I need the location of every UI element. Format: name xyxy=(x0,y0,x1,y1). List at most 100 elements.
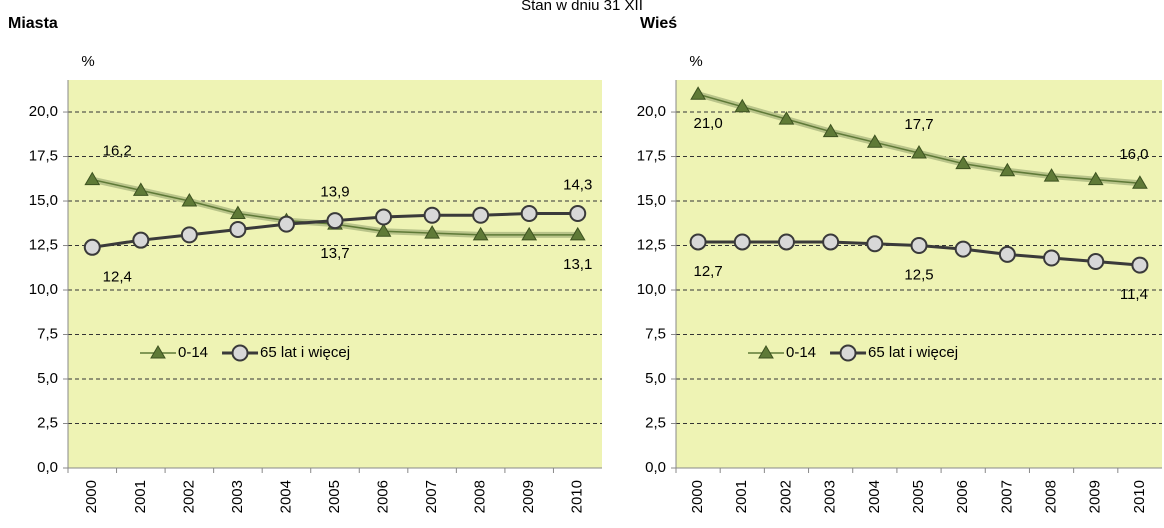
data-label: 16,2 xyxy=(103,143,132,160)
page-title: Stan w dniu 31 XII xyxy=(521,0,643,14)
legend-marker xyxy=(839,344,857,362)
data-point xyxy=(83,238,101,256)
x-tick-label: 2005 xyxy=(326,480,343,513)
y-tick-label: 17,5 xyxy=(637,148,666,165)
data-point xyxy=(132,182,149,196)
legend-label: 65 lat i więcej xyxy=(260,344,350,361)
legend-label: 0-14 xyxy=(786,344,816,361)
legend-marker xyxy=(231,344,249,362)
data-point xyxy=(229,221,247,239)
data-label: 12,4 xyxy=(103,268,132,285)
y-tick-label: 17,5 xyxy=(29,148,58,165)
x-tick-label: 2005 xyxy=(910,480,927,513)
data-point xyxy=(375,208,393,226)
y-tick-label: 20,0 xyxy=(29,103,58,120)
y-tick-label: 0,0 xyxy=(645,459,666,476)
data-point xyxy=(521,226,538,241)
data-point xyxy=(472,226,489,241)
data-point xyxy=(733,233,751,251)
x-tick-label: 2001 xyxy=(733,480,750,513)
chart-title: Miasta xyxy=(8,15,58,32)
data-label: 16,0 xyxy=(1119,146,1148,163)
data-point xyxy=(866,235,884,253)
x-tick-label: 2003 xyxy=(822,480,839,513)
y-tick-label: 2,5 xyxy=(37,414,58,431)
x-tick-label: 2006 xyxy=(954,480,971,513)
y-tick-label: 10,0 xyxy=(29,281,58,298)
x-tick-label: 2006 xyxy=(375,480,392,513)
y-tick-label: 7,5 xyxy=(37,325,58,342)
legend-marker xyxy=(758,345,774,359)
data-point xyxy=(999,162,1016,177)
y-tick-label: 7,5 xyxy=(645,325,666,342)
data-label: 13,1 xyxy=(563,256,592,273)
data-point xyxy=(911,144,927,159)
data-point xyxy=(326,212,344,230)
data-point xyxy=(277,215,295,233)
data-point xyxy=(1131,256,1149,274)
x-tick-label: 2000 xyxy=(83,480,100,513)
data-point xyxy=(230,205,246,219)
data-point xyxy=(424,225,440,239)
legend-label: 65 lat i więcej xyxy=(868,344,958,361)
data-point xyxy=(866,134,883,148)
data-point xyxy=(520,204,538,222)
data-label: 14,3 xyxy=(563,176,592,193)
x-tick-label: 2007 xyxy=(998,480,1015,513)
y-tick-label: 12,5 xyxy=(637,236,666,253)
y-axis-label: % xyxy=(81,53,94,70)
x-tick-label: 2002 xyxy=(180,480,197,513)
data-point xyxy=(472,206,490,224)
data-point xyxy=(954,240,972,258)
y-tick-label: 15,0 xyxy=(29,192,58,209)
data-point xyxy=(569,226,586,241)
data-point xyxy=(1087,253,1105,271)
y-tick-label: 20,0 xyxy=(637,103,666,120)
chart-title: Wieś xyxy=(640,15,677,32)
x-tick-label: 2002 xyxy=(777,480,794,513)
data-point xyxy=(423,206,441,224)
x-tick-label: 2001 xyxy=(132,480,149,513)
y-tick-label: 5,0 xyxy=(645,370,666,387)
data-point xyxy=(132,231,150,249)
data-point xyxy=(569,204,587,222)
data-point xyxy=(84,171,101,186)
data-point xyxy=(1043,249,1061,267)
data-point xyxy=(181,193,198,207)
y-tick-label: 2,5 xyxy=(645,414,666,431)
data-point xyxy=(822,233,840,251)
x-tick-label: 2008 xyxy=(472,480,489,513)
data-label: 13,9 xyxy=(320,184,349,201)
data-point xyxy=(734,98,751,113)
y-tick-label: 15,0 xyxy=(637,192,666,209)
data-point xyxy=(375,223,392,237)
data-point xyxy=(955,155,972,170)
data-label: 21,0 xyxy=(693,115,722,132)
data-point xyxy=(1087,171,1104,186)
data-point xyxy=(778,111,795,125)
legend-marker xyxy=(150,345,166,359)
x-tick-label: 2008 xyxy=(1043,480,1060,513)
data-label: 11,4 xyxy=(1120,286,1148,303)
data-point xyxy=(180,226,198,244)
x-tick-label: 2004 xyxy=(277,480,294,513)
data-point xyxy=(1132,175,1148,189)
y-tick-label: 12,5 xyxy=(29,236,58,253)
x-tick-label: 2000 xyxy=(689,480,706,513)
data-label: 12,7 xyxy=(693,263,722,280)
y-tick-label: 10,0 xyxy=(637,281,666,298)
data-point xyxy=(998,245,1016,263)
data-label: 17,7 xyxy=(904,116,933,133)
data-point xyxy=(777,233,795,251)
x-tick-label: 2010 xyxy=(1131,480,1148,513)
x-tick-label: 2007 xyxy=(423,480,440,513)
data-label: 12,5 xyxy=(904,266,933,283)
data-point xyxy=(910,237,928,255)
x-tick-label: 2009 xyxy=(520,480,537,513)
x-tick-label: 2004 xyxy=(866,480,883,513)
plot-area xyxy=(676,80,1162,468)
data-point xyxy=(822,123,839,138)
plot-area xyxy=(68,80,602,468)
y-tick-label: 5,0 xyxy=(37,370,58,387)
